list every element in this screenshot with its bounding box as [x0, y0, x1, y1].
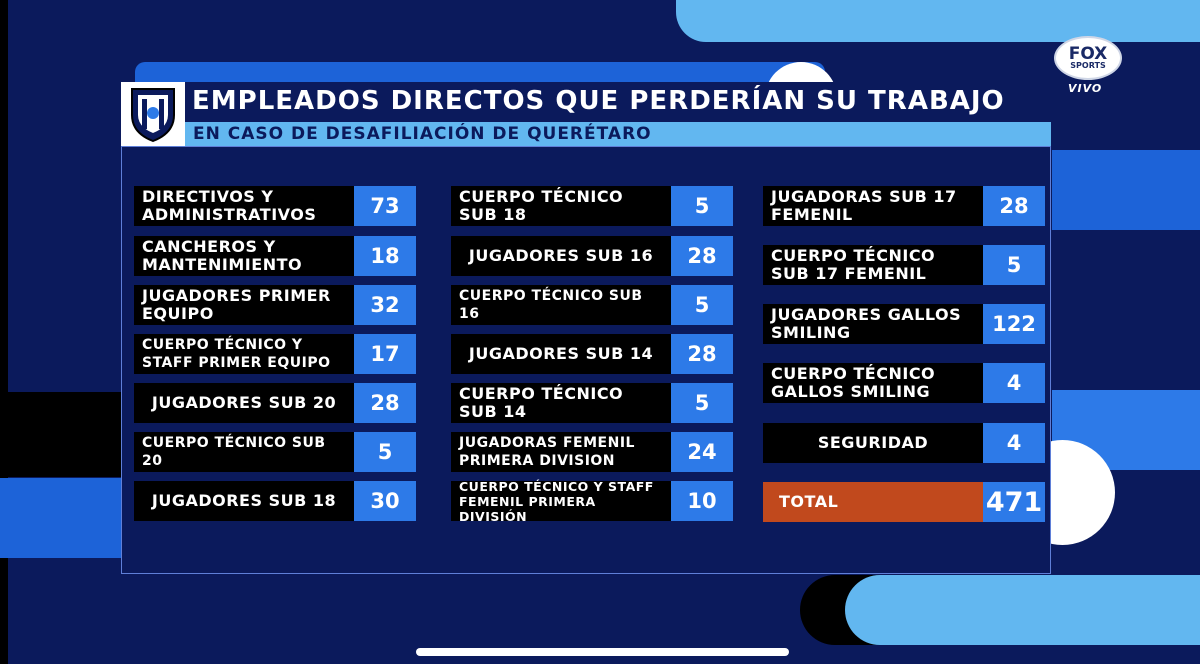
- home-indicator: [416, 648, 789, 656]
- total-row: TOTAL 471: [763, 482, 1045, 522]
- row-value: 5: [671, 383, 733, 423]
- table-row: SEGURIDAD 4: [763, 423, 1045, 463]
- sports-logo-text: SPORTS: [1070, 61, 1106, 70]
- row-value: 5: [671, 186, 733, 226]
- table-row: JUGADORES SUB 18 30: [134, 481, 416, 521]
- table-row: CUERPO TÉCNICO SUB 16 5: [451, 285, 733, 325]
- row-value: 4: [983, 363, 1045, 403]
- total-value: 471: [983, 482, 1045, 522]
- row-label: CUERPO TÉCNICO SUB 17 FEMENIL: [763, 245, 983, 285]
- table-row: JUGADORES GALLOS SMILING 122: [763, 304, 1045, 344]
- top-right-stripe: [676, 0, 1200, 42]
- left-black-stripe: [0, 392, 130, 477]
- row-value: 32: [354, 285, 416, 325]
- row-value: 5: [983, 245, 1045, 285]
- fox-sports-logo: FOX SPORTS: [1054, 36, 1122, 80]
- row-label: CUERPO TÉCNICO SUB 16: [451, 285, 671, 325]
- table-row: JUGADORAS SUB 17 FEMENIL 28: [763, 186, 1045, 226]
- row-value: 5: [671, 285, 733, 325]
- row-value: 5: [354, 432, 416, 472]
- row-value: 30: [354, 481, 416, 521]
- total-label: TOTAL: [763, 482, 983, 522]
- row-value: 10: [671, 481, 733, 521]
- subtitle-bar: [121, 122, 1051, 146]
- row-value: 24: [671, 432, 733, 472]
- row-label: JUGADORES SUB 20: [134, 383, 354, 423]
- row-label: JUGADORES PRIMER EQUIPO: [134, 285, 354, 325]
- row-value: 122: [983, 304, 1045, 344]
- live-label: VIVO: [1068, 82, 1103, 95]
- row-label: CUERPO TÉCNICO Y STAFF FEMENIL PRIMERA D…: [451, 479, 671, 524]
- table-row: JUGADORES PRIMER EQUIPO 32: [134, 285, 416, 325]
- row-value: 28: [983, 186, 1045, 226]
- row-label: JUGADORES GALLOS SMILING: [763, 304, 983, 344]
- page-subtitle: EN CASO DE DESAFILIACIÓN DE QUERÉTARO: [193, 124, 652, 144]
- fox-logo-text: FOX: [1068, 44, 1108, 64]
- page-title: EMPLEADOS DIRECTOS QUE PERDERÍAN SU TRAB…: [192, 86, 1005, 116]
- table-row: JUGADORES SUB 16 28: [451, 236, 733, 276]
- table-row: JUGADORAS FEMENIL PRIMERA DIVISION 24: [451, 432, 733, 472]
- table-row: DIRECTIVOS Y ADMINISTRATIVOS 73: [134, 186, 416, 226]
- table-row: JUGADORES SUB 20 28: [134, 383, 416, 423]
- row-label: CUERPO TÉCNICO SUB 14: [451, 383, 671, 423]
- row-label: CUERPO TÉCNICO SUB 20: [134, 432, 354, 472]
- row-label: JUGADORAS FEMENIL PRIMERA DIVISION: [451, 432, 671, 472]
- row-label: JUGADORES SUB 14: [451, 334, 671, 374]
- left-edge: [0, 0, 8, 664]
- table-row: CUERPO TÉCNICO Y STAFF PRIMER EQUIPO 17: [134, 334, 416, 374]
- row-value: 28: [354, 383, 416, 423]
- row-label: JUGADORAS SUB 17 FEMENIL: [763, 186, 983, 226]
- row-label: JUGADORES SUB 18: [134, 481, 354, 521]
- table-row: CUERPO TÉCNICO SUB 17 FEMENIL 5: [763, 245, 1045, 285]
- row-value: 73: [354, 186, 416, 226]
- top-blue-bar: [135, 62, 825, 82]
- right-blue-stripe: [1052, 150, 1200, 230]
- row-value: 18: [354, 236, 416, 276]
- club-crest-icon: [121, 82, 185, 146]
- row-value: 4: [983, 423, 1045, 463]
- row-label: CUERPO TÉCNICO Y STAFF PRIMER EQUIPO: [134, 334, 354, 374]
- row-value: 28: [671, 334, 733, 374]
- title-bar: [121, 82, 1051, 122]
- row-label: SEGURIDAD: [763, 423, 983, 463]
- table-row: CANCHEROS Y MANTENIMIENTO 18: [134, 236, 416, 276]
- table-row: JUGADORES SUB 14 28: [451, 334, 733, 374]
- table-row: CUERPO TÉCNICO SUB 18 5: [451, 186, 733, 226]
- table-row: CUERPO TÉCNICO SUB 20 5: [134, 432, 416, 472]
- bottom-light-shape: [845, 575, 1200, 645]
- row-label: DIRECTIVOS Y ADMINISTRATIVOS: [134, 186, 354, 226]
- row-value: 28: [671, 236, 733, 276]
- left-blue-stripe: [0, 478, 130, 558]
- row-value: 17: [354, 334, 416, 374]
- table-row: CUERPO TÉCNICO SUB 14 5: [451, 383, 733, 423]
- table-row: CUERPO TÉCNICO Y STAFF FEMENIL PRIMERA D…: [451, 479, 733, 524]
- row-label: CANCHEROS Y MANTENIMIENTO: [134, 236, 354, 276]
- row-label: JUGADORES SUB 16: [451, 236, 671, 276]
- table-row: CUERPO TÉCNICO GALLOS SMILING 4: [763, 363, 1045, 403]
- row-label: CUERPO TÉCNICO GALLOS SMILING: [763, 363, 983, 403]
- row-label: CUERPO TÉCNICO SUB 18: [451, 186, 671, 226]
